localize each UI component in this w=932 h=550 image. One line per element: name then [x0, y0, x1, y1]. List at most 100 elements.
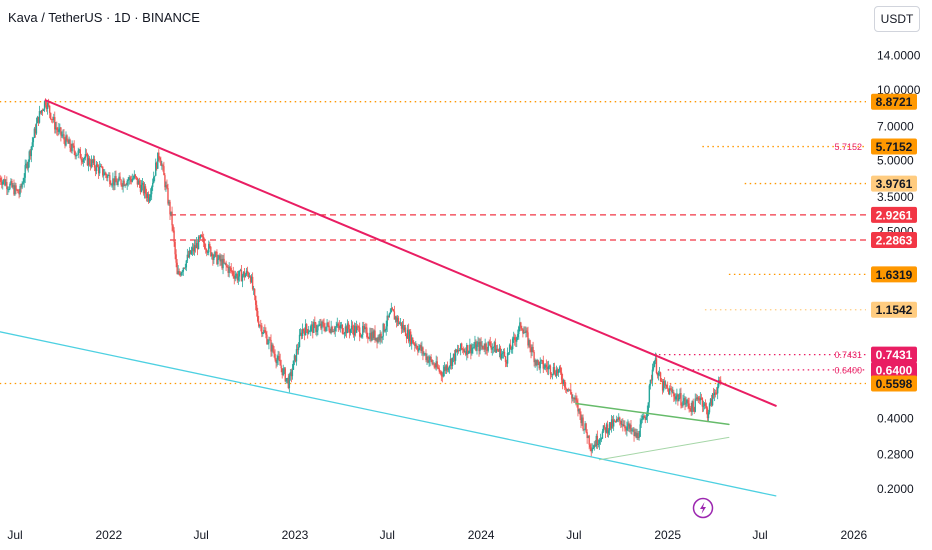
candle-body	[27, 161, 29, 169]
candle-body	[217, 258, 219, 265]
candle-body	[684, 398, 686, 405]
candle-body	[140, 184, 143, 192]
price-label-text: 2.9261	[876, 208, 913, 222]
lightning-icon[interactable]	[692, 497, 714, 519]
candle-body	[661, 381, 664, 391]
price-label-text: 3.9761	[876, 177, 913, 191]
candle-body	[717, 379, 720, 387]
lower-channel-trendline	[0, 331, 777, 497]
candle-body	[427, 356, 429, 363]
candle-body	[506, 352, 509, 364]
price-label-text: 8.8721	[876, 95, 913, 109]
candle-body	[570, 389, 572, 395]
currency-button[interactable]: USDT	[874, 6, 920, 32]
candle-body	[129, 177, 131, 180]
candle-body	[142, 182, 145, 194]
candle-body	[2, 181, 4, 185]
candle-body	[184, 267, 187, 269]
candle-body	[424, 353, 426, 355]
candle-body	[102, 166, 104, 176]
candle-body	[148, 197, 151, 202]
candle-body	[685, 402, 687, 405]
candle-body	[546, 367, 549, 370]
candle-body	[97, 166, 100, 174]
candle-body	[250, 276, 253, 283]
candle-body	[324, 328, 326, 331]
candle-body	[234, 275, 236, 279]
candle-body	[120, 179, 122, 185]
x-axis-tick-label: Jul	[566, 528, 581, 542]
candle-body	[606, 424, 609, 434]
candle-body	[160, 159, 162, 166]
candle-body	[20, 186, 22, 188]
candle-body	[544, 364, 547, 368]
candle-body	[329, 330, 331, 333]
candle-body	[244, 274, 247, 278]
candle-body	[323, 323, 325, 329]
candle-body	[196, 242, 199, 250]
candle-body	[565, 387, 567, 389]
candle-body	[226, 265, 228, 267]
candle-body	[246, 270, 249, 274]
candle-body	[47, 102, 50, 106]
candle-body	[603, 425, 606, 428]
candle-body	[599, 439, 602, 441]
candle-body	[412, 337, 414, 344]
candle-body	[481, 345, 483, 347]
candle-body	[80, 158, 82, 161]
candle-body	[28, 151, 30, 162]
candle-body	[387, 315, 389, 318]
candle-body	[29, 151, 31, 157]
candle-body	[4, 179, 6, 186]
candle-body	[433, 363, 435, 367]
candle-body	[555, 369, 558, 377]
candle-body	[397, 317, 400, 325]
candle-body	[566, 388, 568, 391]
candle-body	[367, 337, 369, 339]
candle-body	[417, 348, 419, 352]
candle-body	[582, 417, 584, 430]
candle-body	[656, 372, 659, 376]
candle-body	[134, 174, 137, 177]
candle-body	[632, 429, 634, 431]
candle-body	[252, 288, 255, 290]
candle-body	[131, 179, 133, 182]
candle-body	[75, 155, 77, 157]
candle-body	[186, 254, 189, 261]
candle-body	[709, 398, 712, 404]
candle-body	[164, 175, 166, 188]
y-axis-tick-label: 3.5000	[877, 190, 914, 204]
candle-body	[92, 159, 95, 163]
candle-body	[553, 367, 556, 374]
candle-body	[627, 423, 629, 427]
candle-body	[14, 185, 16, 195]
candle-body	[152, 176, 155, 183]
candle-body	[640, 420, 642, 425]
candle-body	[498, 347, 501, 352]
candle-body	[52, 118, 54, 121]
candle-body	[77, 150, 79, 155]
candle-body	[56, 127, 58, 131]
candle-body	[156, 162, 158, 169]
candle-body	[526, 330, 528, 333]
candle-body	[650, 379, 653, 381]
candle-body	[438, 368, 440, 372]
candle-body	[377, 336, 379, 343]
candle-body	[574, 397, 576, 400]
candle-body	[487, 341, 489, 351]
candle-body	[132, 178, 135, 180]
candle-body	[715, 393, 718, 394]
candle-body	[337, 323, 339, 326]
candle-body	[635, 432, 637, 438]
candle-body	[679, 392, 681, 398]
candle-body	[701, 397, 704, 407]
candle-body	[345, 326, 348, 334]
candle-body	[503, 351, 506, 357]
candle-body	[696, 397, 698, 400]
candle-body	[699, 397, 702, 401]
candle-body	[108, 175, 110, 177]
candle-body	[485, 343, 487, 350]
x-axis-tick-label: 2023	[282, 528, 309, 542]
candle-body	[216, 251, 218, 265]
